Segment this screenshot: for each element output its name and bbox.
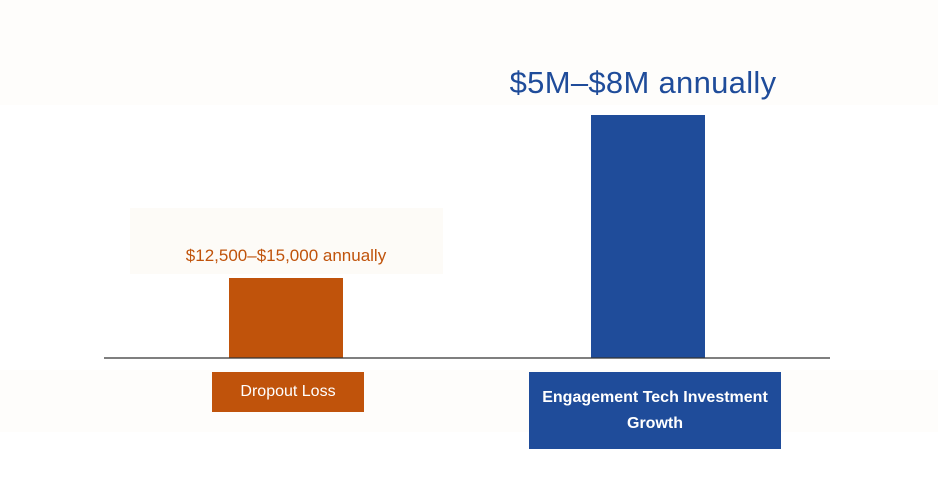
bar-engagement-tech [591,115,705,358]
background-band-top [0,0,938,105]
category-label-engagement-tech: Engagement Tech Investment Growth [529,372,781,449]
bar-dropout-loss [229,278,343,358]
bar-value-label-engagement-tech: $5M–$8M annually [509,65,777,100]
background-band-label [130,208,443,274]
background-band-bottom [0,370,938,432]
bar-value-label-dropout-loss: $12,500–$15,000 annually [185,246,387,265]
category-label-dropout-loss: Dropout Loss [212,372,364,412]
